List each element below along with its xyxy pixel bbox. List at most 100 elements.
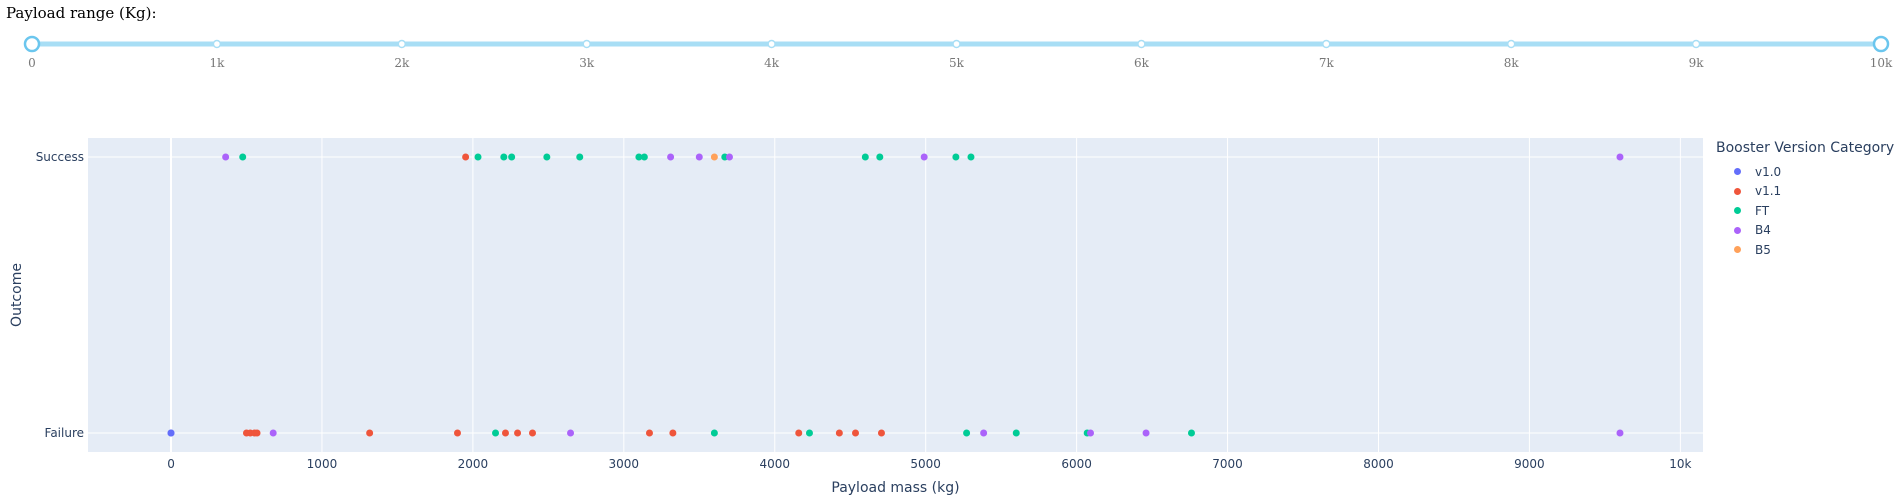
data-point [920,153,928,161]
slider-handle-max[interactable] [1872,35,1890,53]
slider-dot [397,39,407,49]
data-point [501,429,509,437]
slider-dot [1322,39,1331,49]
slider-mark-label: 2k [394,56,410,68]
legend: Booster Version Category v1.0 v1.1 FT B4 B5 [1716,140,1894,260]
data-point [967,153,975,161]
payload-range-slider[interactable]: 0 1k 2k 3k 4k 5k 6k 7k 8k 9k 10k [0,28,1899,68]
legend-label: B4 [1755,223,1771,238]
data-point [529,429,537,437]
legend-swatch [1734,246,1741,254]
data-point [795,429,803,437]
data-point [253,429,261,437]
legend-label: v1.1 [1755,184,1782,199]
slider-mark-label: 1k [209,56,225,68]
data-point [861,153,869,161]
slider-dot [1137,39,1146,49]
data-point [167,429,175,437]
data-point [543,153,551,161]
legend-item[interactable]: B5 [1716,240,1894,260]
data-point [514,429,522,437]
legend-item[interactable]: FT [1716,201,1894,221]
slider-mark-label: 0 [28,56,36,68]
y-tick-label: Success [36,150,84,164]
data-point [876,153,884,161]
legend-items: v1.0 v1.1 FT B4 B5 [1716,162,1894,260]
legend-title: Booster Version Category [1716,140,1895,156]
legend-item[interactable]: B4 [1716,221,1894,241]
legend-item[interactable]: v1.0 [1716,162,1894,182]
x-axis-ticks: 0 1000 2000 3000 4000 5000 6000 7000 8000 9000 10k [167,457,1691,471]
data-point [1187,429,1195,437]
data-point [508,153,516,161]
x-tick-label: 6000 [1061,457,1092,471]
data-point [500,153,508,161]
data-point [453,429,461,437]
slider-label: Payload range (Kg): [6,4,157,22]
data-point [366,429,374,437]
slider-mark-label: 10k [1870,56,1893,68]
x-tick-label: 3000 [609,457,640,471]
slider-marks: 0 1k 2k 3k 4k 5k 6k 7k 8k 9k 10k [28,39,1893,68]
y-axis-label: Outcome [9,263,25,327]
slider-mark-label: 3k [579,56,595,68]
data-point [835,429,843,437]
slider-mark-label: 8k [1504,56,1520,68]
x-tick-label: 7000 [1212,457,1243,471]
data-point [952,153,960,161]
x-tick-label: 10k [1669,457,1691,471]
data-point [695,153,703,161]
slider-dot [1691,39,1701,49]
data-point [1012,429,1020,437]
plot-area [88,138,1703,452]
legend-label: v1.0 [1755,164,1782,179]
slider-mark-label: 7k [1319,56,1335,68]
data-point [877,429,885,437]
data-point [1087,429,1095,437]
slider-handles[interactable] [23,35,1890,53]
x-tick-label: 8000 [1363,457,1394,471]
data-point [852,429,860,437]
legend-item[interactable]: v1.1 [1716,182,1894,202]
slider-mark-label: 5k [949,56,965,68]
data-point [805,429,813,437]
gridlines [88,138,1703,452]
data-point [725,153,733,161]
legend-swatch [1734,226,1741,234]
slider-mark-label: 6k [1134,56,1150,68]
data-point [239,153,247,161]
data-point [269,429,277,437]
legend-swatch [1734,187,1741,195]
slider-dot [767,39,776,49]
data-point [567,429,575,437]
data-point [640,153,648,161]
x-tick-label: 9000 [1514,457,1545,471]
x-tick-label: 1000 [307,457,338,471]
data-point [710,153,718,161]
data-point [1142,429,1150,437]
slider-dot [212,39,222,49]
x-tick-label: 0 [167,457,175,471]
slider-mark-label: 4k [764,56,780,68]
y-axis-ticks: Failure Success [36,150,84,440]
data-point [645,429,653,437]
data-point [1616,429,1624,437]
data-point [222,153,230,161]
data-point [980,429,988,437]
data-point [576,153,584,161]
legend-label: B5 [1755,242,1771,257]
x-tick-label: 5000 [910,457,941,471]
data-point [710,429,718,437]
slider-dot [582,39,591,49]
slider-handle-min[interactable] [23,35,41,53]
data-point [474,153,482,161]
data-point [462,153,470,161]
data-point [492,429,500,437]
slider-dot [952,39,961,49]
legend-label: FT [1755,203,1770,218]
x-tick-label: 4000 [759,457,790,471]
legend-swatch [1734,168,1741,176]
legend-swatch [1734,207,1741,215]
data-points [167,153,1624,437]
